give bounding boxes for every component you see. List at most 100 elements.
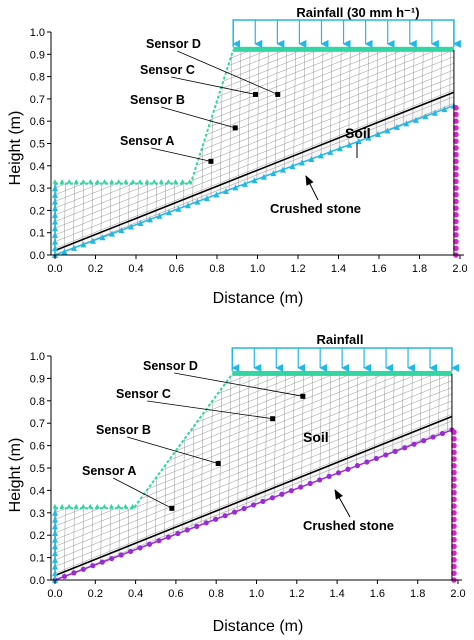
top-y-tick-label: 0.3 xyxy=(30,183,45,195)
top-x-tick-label: 0.8 xyxy=(209,263,224,275)
bot-right-edge-marker xyxy=(451,550,457,556)
bottom-sensors: Sensor A Sensor B Sensor C Sensor D xyxy=(82,359,306,511)
bot-stone-region xyxy=(55,416,452,580)
top-right-edge-marker xyxy=(453,191,459,198)
bot-left-edge-marker xyxy=(52,563,58,570)
top-left-edge-marker xyxy=(52,231,58,238)
bot-y-tick-label: 0.2 xyxy=(30,530,45,542)
top-right-edge-marker xyxy=(453,131,459,138)
top-stone-marker xyxy=(279,166,286,173)
bot-y-tick-label: 0.9 xyxy=(30,373,45,385)
bot-right-edge-marker xyxy=(451,476,457,483)
top-bench-marker xyxy=(137,179,143,184)
top-left-edge-marker xyxy=(52,198,58,205)
top-x-tick-label: 0.6 xyxy=(169,263,184,275)
top-stone-marker xyxy=(222,187,229,194)
bot-right-edge-marker xyxy=(451,510,457,516)
top-y-tick-label: 1.0 xyxy=(30,27,45,39)
bot-bench-marker xyxy=(52,503,58,509)
bot-stone-marker xyxy=(411,441,417,447)
top-soil-label: Soil xyxy=(345,125,371,141)
bottom-geometry xyxy=(52,347,459,583)
top-right-edge-marker xyxy=(453,138,459,145)
top-stone-marker xyxy=(118,227,125,234)
bot-right-edge-marker xyxy=(451,530,457,536)
top-right-edge-marker xyxy=(453,171,459,178)
bot-stone-marker xyxy=(392,448,398,454)
top-left-edge-marker xyxy=(52,191,58,198)
top-stone-marker xyxy=(99,234,106,241)
top-right-edge-marker xyxy=(453,218,459,225)
bot-right-edge-marker xyxy=(451,442,457,449)
bottom-mesh xyxy=(55,373,452,580)
bot-stone-marker xyxy=(194,523,200,530)
top-sensor-a-leader xyxy=(151,147,212,162)
top-right-edge-marker xyxy=(453,158,459,165)
top-bench-marker xyxy=(109,179,115,184)
bot-stone-marker xyxy=(61,573,68,580)
top-stone-marker xyxy=(61,248,68,255)
bot-bench-marker xyxy=(59,503,65,509)
top-right-edge-marker xyxy=(453,205,459,211)
top-sensor-b-label: Sensor B xyxy=(130,93,185,107)
bot-x-tick-label: 1.2 xyxy=(289,588,304,600)
bot-right-edge-marker xyxy=(451,483,457,489)
top-right-edge-marker xyxy=(453,178,459,185)
top-x-tick-label: 2.0 xyxy=(452,263,467,275)
top-soil-base-line xyxy=(54,91,455,252)
bot-y-tick-label: 0.4 xyxy=(30,485,45,497)
top-bench-marker xyxy=(144,179,150,184)
bottom-y-axis-label: Height (m) xyxy=(7,438,24,513)
top-bench-marker xyxy=(165,179,171,184)
top-stone-marker xyxy=(403,120,410,127)
top-y-axis-label: Height (m) xyxy=(7,111,24,186)
top-y-tick-label: 0.1 xyxy=(30,228,45,240)
top-bench-marker xyxy=(52,179,58,184)
bottom-axes: 0.0 0.2 0.4 0.6 0.8 1.0 1.2 1.4 1.6 1.8 2.0 0.0 0.1 0… xyxy=(30,351,466,600)
top-bench-marker xyxy=(59,179,65,184)
bot-x-tick-label: 1.4 xyxy=(329,588,344,600)
top-geometry xyxy=(52,19,461,258)
bot-y-tick-label: 0.1 xyxy=(30,553,45,565)
bot-bench-marker xyxy=(115,503,121,509)
bot-x-tick-label: 1.6 xyxy=(370,588,385,600)
bot-right-edge-marker xyxy=(451,489,457,496)
bot-bench-marker xyxy=(130,503,136,509)
bot-right-edge-marker xyxy=(451,516,457,523)
bot-stone-marker xyxy=(156,538,162,544)
top-bench-marker xyxy=(123,179,129,184)
top-right-edge-marker xyxy=(453,238,459,245)
bot-right-edge-marker xyxy=(451,449,457,456)
top-bench-marker xyxy=(158,179,164,184)
bot-crest-bar xyxy=(232,370,452,376)
bot-bench-marker xyxy=(66,503,72,509)
bot-stone-marker xyxy=(279,491,285,497)
top-stone-marker xyxy=(184,202,191,209)
bot-stone-marker xyxy=(345,466,351,472)
bot-bench-marker xyxy=(87,503,93,509)
bot-right-edge-marker xyxy=(451,536,457,543)
bot-right-edge-marker xyxy=(451,429,457,435)
top-x-tick-label: 1.0 xyxy=(250,263,265,275)
top-sensor-c-label: Sensor C xyxy=(140,63,195,77)
top-bench-marker xyxy=(180,179,186,184)
bot-soil-region xyxy=(55,373,452,576)
top-y-tick-label: 0.6 xyxy=(30,116,45,128)
bot-stone-marker xyxy=(109,555,115,562)
bot-x-tick-label: 0.8 xyxy=(209,588,224,600)
top-stone-marker xyxy=(431,109,438,116)
bot-stone-marker xyxy=(90,563,96,569)
bot-stone-marker xyxy=(307,480,313,487)
top-x-tick-label: 1.8 xyxy=(412,263,427,275)
top-right-edge-marker xyxy=(453,198,459,205)
top-stone-marker xyxy=(298,159,305,166)
top-right-edge-marker xyxy=(453,212,459,218)
bot-stone-marker xyxy=(402,445,408,451)
bot-right-edge-marker xyxy=(451,557,457,563)
top-right-edge-marker xyxy=(453,165,459,171)
top-mesh xyxy=(55,49,454,255)
top-stone-marker xyxy=(70,244,77,251)
top-stone-marker xyxy=(346,141,353,148)
top-stone-marker xyxy=(384,127,391,134)
